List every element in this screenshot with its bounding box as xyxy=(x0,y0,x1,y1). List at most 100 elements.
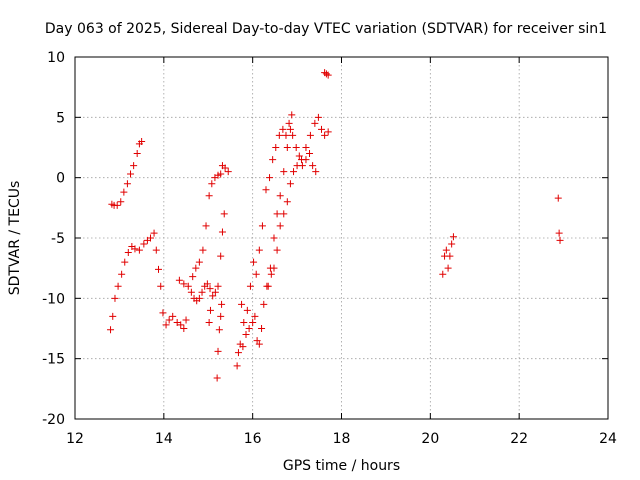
data-point xyxy=(554,194,562,202)
data-point xyxy=(118,270,126,278)
data-point xyxy=(311,119,319,127)
data-point xyxy=(218,300,226,308)
data-point xyxy=(242,331,250,339)
series-3 xyxy=(175,162,232,290)
data-point xyxy=(255,246,263,254)
x-tick-label: 12 xyxy=(66,431,84,447)
data-point xyxy=(211,288,219,296)
data-point xyxy=(444,264,452,272)
data-point xyxy=(276,222,284,230)
series-12 xyxy=(554,194,564,244)
data-point xyxy=(285,119,293,127)
data-point xyxy=(127,170,135,178)
data-point xyxy=(147,234,155,242)
data-point xyxy=(446,252,454,260)
data-point xyxy=(205,192,213,200)
data-point xyxy=(150,229,158,237)
data-point xyxy=(135,246,143,254)
data-point xyxy=(295,152,303,160)
y-tick-label: -15 xyxy=(42,352,65,368)
x-tick-label: 24 xyxy=(599,431,617,447)
data-point xyxy=(199,246,207,254)
data-point xyxy=(111,294,119,302)
data-point xyxy=(159,309,167,317)
data-point xyxy=(243,306,251,314)
series-5 xyxy=(205,300,226,382)
data-point xyxy=(321,69,329,77)
x-tick-label: 14 xyxy=(155,431,173,447)
data-point xyxy=(266,174,274,182)
data-point xyxy=(182,316,190,324)
data-point xyxy=(272,144,280,151)
data-point xyxy=(173,318,181,326)
y-tick-label: 10 xyxy=(47,50,65,66)
data-point xyxy=(217,170,225,178)
data-point xyxy=(302,156,310,164)
data-point xyxy=(233,362,241,370)
data-point xyxy=(267,270,275,278)
data-point xyxy=(282,131,290,139)
data-point xyxy=(234,349,242,357)
data-point xyxy=(180,280,188,288)
data-point xyxy=(175,276,183,284)
data-point xyxy=(113,201,121,209)
data-point xyxy=(214,282,222,290)
data-point xyxy=(286,180,294,188)
data-point xyxy=(321,131,329,139)
data-point xyxy=(312,168,320,176)
data-point xyxy=(262,186,270,194)
data-point xyxy=(215,326,223,334)
data-point xyxy=(192,264,200,272)
data-point xyxy=(180,325,188,332)
data-point xyxy=(239,343,247,351)
data-point xyxy=(298,162,306,170)
data-point xyxy=(165,316,173,324)
y-tick-label: 5 xyxy=(56,110,65,126)
data-point xyxy=(109,312,117,320)
series-7 xyxy=(238,111,296,326)
data-point xyxy=(202,222,210,230)
data-point xyxy=(283,198,291,206)
series-6 xyxy=(233,125,294,370)
data-point xyxy=(157,282,165,290)
data-point xyxy=(218,228,226,236)
data-point xyxy=(120,188,128,196)
data-point xyxy=(314,113,322,121)
data-point xyxy=(208,180,216,188)
data-point xyxy=(117,198,125,206)
data-point xyxy=(123,180,131,188)
data-point xyxy=(306,131,314,139)
data-point xyxy=(220,210,228,218)
data-point xyxy=(213,374,221,382)
data-point xyxy=(302,144,310,151)
y-tick-label: -20 xyxy=(42,412,65,428)
data-point xyxy=(280,210,288,218)
data-point xyxy=(555,229,563,237)
data-point xyxy=(131,245,139,253)
data-point xyxy=(286,125,294,133)
data-point xyxy=(273,246,281,254)
x-tick-label: 22 xyxy=(510,431,528,447)
data-point xyxy=(152,246,160,254)
data-point xyxy=(177,321,185,329)
data-point xyxy=(255,340,263,348)
x-tick-label: 18 xyxy=(333,431,351,447)
data-point xyxy=(260,300,268,308)
data-point xyxy=(133,150,141,158)
data-point xyxy=(130,162,138,170)
data-point xyxy=(270,264,278,272)
data-point xyxy=(269,156,277,164)
data-point xyxy=(318,125,326,133)
y-tick-label: -5 xyxy=(51,231,65,247)
data-points xyxy=(107,69,564,382)
data-point xyxy=(138,137,146,145)
data-point xyxy=(206,306,214,314)
x-tick-label: 20 xyxy=(421,431,439,447)
data-point xyxy=(258,222,266,230)
data-point xyxy=(217,312,225,320)
data-point xyxy=(224,168,232,176)
series-2 xyxy=(107,229,190,334)
y-axis-label: SDTVAR / TECUs xyxy=(7,181,23,296)
data-point xyxy=(288,111,296,119)
